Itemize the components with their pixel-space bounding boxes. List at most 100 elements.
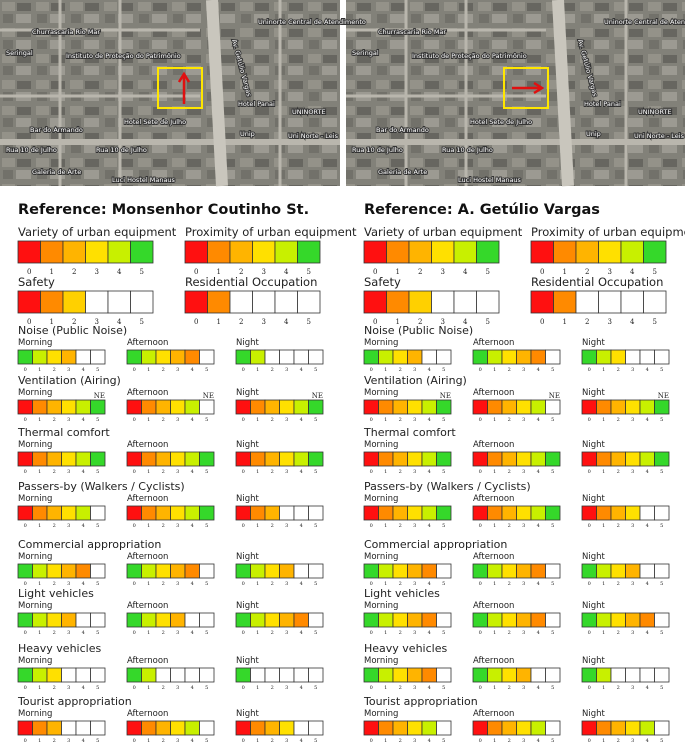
scale-cell bbox=[407, 612, 423, 628]
scale-tick-label: 2 bbox=[399, 630, 402, 636]
scale-tick-label: 5 bbox=[442, 685, 445, 691]
scale-cell bbox=[235, 349, 251, 365]
scale-tick-label: 5 bbox=[551, 367, 554, 373]
scale-tick-label: 0 bbox=[242, 469, 245, 475]
scale-cell bbox=[581, 667, 597, 683]
scale-tick-label: 0 bbox=[373, 268, 377, 276]
scale-cell bbox=[184, 290, 208, 314]
scale-cell bbox=[107, 290, 131, 314]
scale-cell bbox=[40, 290, 64, 314]
scale-tick-label: 0 bbox=[479, 417, 482, 423]
scale-cell bbox=[545, 612, 561, 628]
scale-tick-label: 1 bbox=[147, 367, 150, 373]
scale-tick-label: 1 bbox=[38, 685, 41, 691]
scale-cell bbox=[308, 399, 324, 415]
scale-tick-label: 3 bbox=[631, 417, 634, 423]
scale-cell bbox=[61, 451, 77, 467]
scale-cell bbox=[46, 667, 62, 683]
period-label: Morning bbox=[364, 709, 398, 719]
scale-tick-label: 3 bbox=[67, 417, 70, 423]
scale-cell bbox=[75, 720, 91, 736]
scale-tick-label: 3 bbox=[285, 738, 288, 743]
scale-cell bbox=[501, 451, 517, 467]
scale-cell bbox=[472, 563, 488, 579]
scale-tick-label: 2 bbox=[418, 318, 422, 326]
scale-cell bbox=[487, 720, 503, 736]
scale-cell bbox=[155, 667, 171, 683]
scale-cell bbox=[378, 399, 394, 415]
scale-cell bbox=[436, 505, 452, 521]
scale-tick-label: 3 bbox=[522, 417, 525, 423]
scale-tick-label: 1 bbox=[147, 417, 150, 423]
scale-tick-label: 2 bbox=[53, 417, 56, 423]
scale-tick-label: 1 bbox=[384, 523, 387, 529]
scale-tick-label: 2 bbox=[399, 367, 402, 373]
scale-cell bbox=[654, 399, 670, 415]
scale-tick-label: 2 bbox=[617, 417, 620, 423]
period-label: Morning bbox=[364, 440, 398, 450]
scale-cell bbox=[436, 667, 452, 683]
indicator-label: Proximity of urban equipment bbox=[531, 225, 685, 239]
scale-cell bbox=[545, 451, 561, 467]
scale-tick-label: 0 bbox=[133, 581, 136, 587]
scale-cell bbox=[279, 667, 295, 683]
scale-tick-label: 2 bbox=[239, 268, 243, 276]
scale-cell bbox=[235, 612, 251, 628]
scale-tick-label: 1 bbox=[602, 523, 605, 529]
scale-tick-label: 2 bbox=[617, 469, 620, 475]
scale-cell bbox=[235, 451, 251, 467]
scale-cell bbox=[545, 563, 561, 579]
section-label: Passers-by (Walkers / Cyclists) bbox=[18, 480, 185, 493]
scale-tick-label: 0 bbox=[370, 523, 373, 529]
scale-tick-label: 3 bbox=[608, 268, 612, 276]
scale-tick-label: 3 bbox=[522, 738, 525, 743]
scale-cell bbox=[85, 240, 109, 264]
scale-cell bbox=[598, 240, 622, 264]
scale-tick-label: 1 bbox=[147, 523, 150, 529]
scale-cell bbox=[654, 349, 670, 365]
period-label: Afternoon bbox=[127, 338, 168, 348]
scale-cell bbox=[363, 612, 379, 628]
scale-cell bbox=[126, 349, 142, 365]
scale-cell bbox=[252, 290, 276, 314]
scale-cell bbox=[250, 612, 266, 628]
scale-cell bbox=[308, 349, 324, 365]
scale-cell bbox=[407, 720, 423, 736]
scale-tick-label: 3 bbox=[631, 581, 634, 587]
scale-cell bbox=[308, 451, 324, 467]
map-label: Luci Hostel Manaus bbox=[458, 176, 522, 184]
scale-cell bbox=[61, 563, 77, 579]
period-note: NE bbox=[658, 392, 669, 400]
scale-cell bbox=[250, 349, 266, 365]
scale-tick-label: 2 bbox=[53, 685, 56, 691]
scale-cell bbox=[407, 563, 423, 579]
scale-cell bbox=[17, 240, 41, 264]
scale-tick-label: 4 bbox=[82, 630, 85, 636]
scale-cell bbox=[476, 240, 500, 264]
scale-cell bbox=[32, 720, 48, 736]
scale-tick-label: 4 bbox=[300, 685, 303, 691]
scale-tick-label: 2 bbox=[399, 685, 402, 691]
scale-cell bbox=[90, 612, 106, 628]
scale-cell bbox=[46, 563, 62, 579]
scale-cell bbox=[530, 505, 546, 521]
scale-tick-label: 4 bbox=[300, 630, 303, 636]
scale-cell bbox=[625, 563, 641, 579]
scale-cell bbox=[516, 505, 532, 521]
scale-cell bbox=[581, 349, 597, 365]
scale-tick-label: 2 bbox=[53, 523, 56, 529]
scale-cell bbox=[453, 240, 477, 264]
scale-cell bbox=[141, 667, 157, 683]
scale-tick-label: 2 bbox=[617, 367, 620, 373]
scale-tick-label: 1 bbox=[38, 367, 41, 373]
scale-cell bbox=[392, 563, 408, 579]
scale-tick-label: 5 bbox=[442, 738, 445, 743]
scale-cell bbox=[516, 349, 532, 365]
scale-tick-label: 0 bbox=[242, 417, 245, 423]
scale-tick-label: 2 bbox=[508, 685, 511, 691]
scale-cell bbox=[75, 451, 91, 467]
scale-tick-label: 2 bbox=[162, 581, 165, 587]
scale-cell bbox=[61, 505, 77, 521]
scale-tick-label: 4 bbox=[300, 367, 303, 373]
